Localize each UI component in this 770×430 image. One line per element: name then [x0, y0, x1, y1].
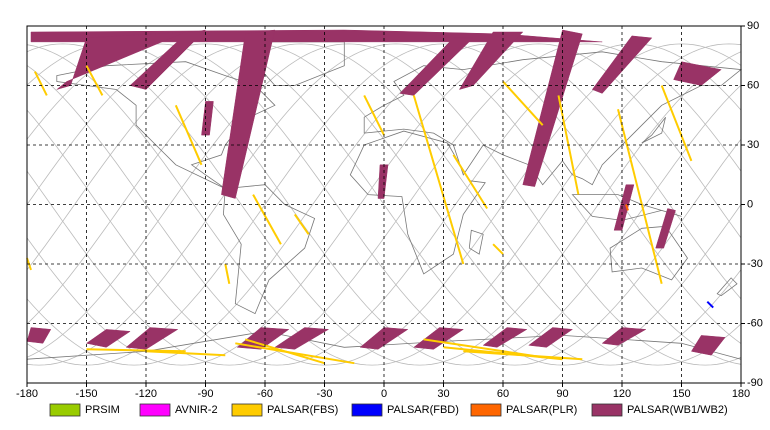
narrow-swath	[85, 65, 104, 96]
coastline	[222, 184, 316, 315]
coastline	[26, 330, 742, 360]
x-tick-label: 150	[672, 388, 690, 400]
legend-label: PALSAR(PLR)	[506, 404, 577, 416]
wide-swath	[601, 327, 647, 346]
dual-swath	[706, 300, 714, 309]
narrow-swath	[86, 348, 186, 353]
narrow-swath	[492, 243, 504, 255]
narrow-swath	[174, 104, 203, 166]
wide-swath	[528, 327, 574, 348]
narrow-swath	[502, 80, 544, 126]
y-tick-label: 30	[747, 139, 759, 151]
x-tick-label: 30	[437, 388, 449, 400]
legend-swatch	[591, 403, 623, 417]
wide-swath	[125, 327, 179, 350]
polar-swath	[625, 204, 629, 211]
wide-swath	[201, 101, 214, 136]
wide-swath	[413, 327, 465, 350]
x-tick-label: -90	[198, 388, 214, 400]
x-tick-label: 180	[732, 388, 750, 400]
narrow-swath	[617, 109, 663, 285]
x-tick-label: -180	[16, 388, 38, 400]
x-tick-label: -60	[257, 388, 273, 400]
wide-swath	[129, 29, 207, 90]
coastline	[56, 61, 276, 189]
wide-swath	[655, 208, 676, 249]
x-tick-label: -30	[317, 388, 333, 400]
narrow-swath	[412, 95, 465, 265]
wide-swath	[482, 327, 528, 348]
y-tick-label: 0	[747, 198, 753, 210]
narrow-swath	[293, 213, 310, 235]
coastline	[641, 116, 666, 144]
legend-swatch	[49, 403, 81, 417]
narrow-swath	[363, 94, 385, 136]
narrow-swath	[235, 342, 355, 365]
legend-label: PRSIM	[85, 404, 120, 416]
legend-label: PALSAR(WB1/WB2)	[627, 404, 728, 416]
y-tick-label: -60	[747, 317, 763, 329]
x-tick-label: 90	[556, 388, 568, 400]
wide-swath	[690, 335, 726, 356]
narrow-swath	[145, 350, 226, 357]
coastline	[716, 277, 738, 297]
y-tick-label: 90	[747, 20, 759, 32]
y-tick-label: -90	[747, 377, 763, 389]
narrow-swath	[224, 263, 231, 284]
wide-swath	[221, 29, 276, 199]
coastline	[363, 51, 743, 186]
narrow-swath	[252, 194, 282, 245]
legend-swatch	[231, 403, 263, 417]
wide-swath	[274, 327, 330, 350]
narrow-swath	[34, 71, 48, 96]
y-tick-label: 60	[747, 79, 759, 91]
x-tick-label: 0	[381, 388, 387, 400]
legend-swatch	[351, 403, 383, 417]
wide-swath	[377, 164, 389, 199]
legend-swatch	[139, 403, 171, 417]
x-tick-label: -120	[135, 388, 157, 400]
wide-swath	[522, 29, 583, 187]
narrow-swath	[452, 154, 488, 210]
coastline	[609, 225, 688, 281]
legend-label: PALSAR(FBS)	[267, 404, 338, 416]
y-tick-label: -30	[747, 258, 763, 270]
coastline	[349, 130, 486, 275]
x-tick-label: 60	[497, 388, 509, 400]
wide-swath	[236, 327, 290, 350]
narrow-swath	[660, 85, 693, 162]
x-tick-label: 120	[613, 388, 631, 400]
legend-label: PALSAR(FBD)	[387, 404, 459, 416]
wide-swath	[26, 327, 52, 344]
wide-swath	[56, 31, 186, 90]
wide-swath	[85, 329, 131, 348]
x-tick-label: -150	[75, 388, 97, 400]
legend-label: AVNIR-2	[175, 404, 218, 416]
plot-frame	[26, 25, 742, 384]
coastline	[468, 229, 484, 255]
legend-swatch	[470, 403, 502, 417]
